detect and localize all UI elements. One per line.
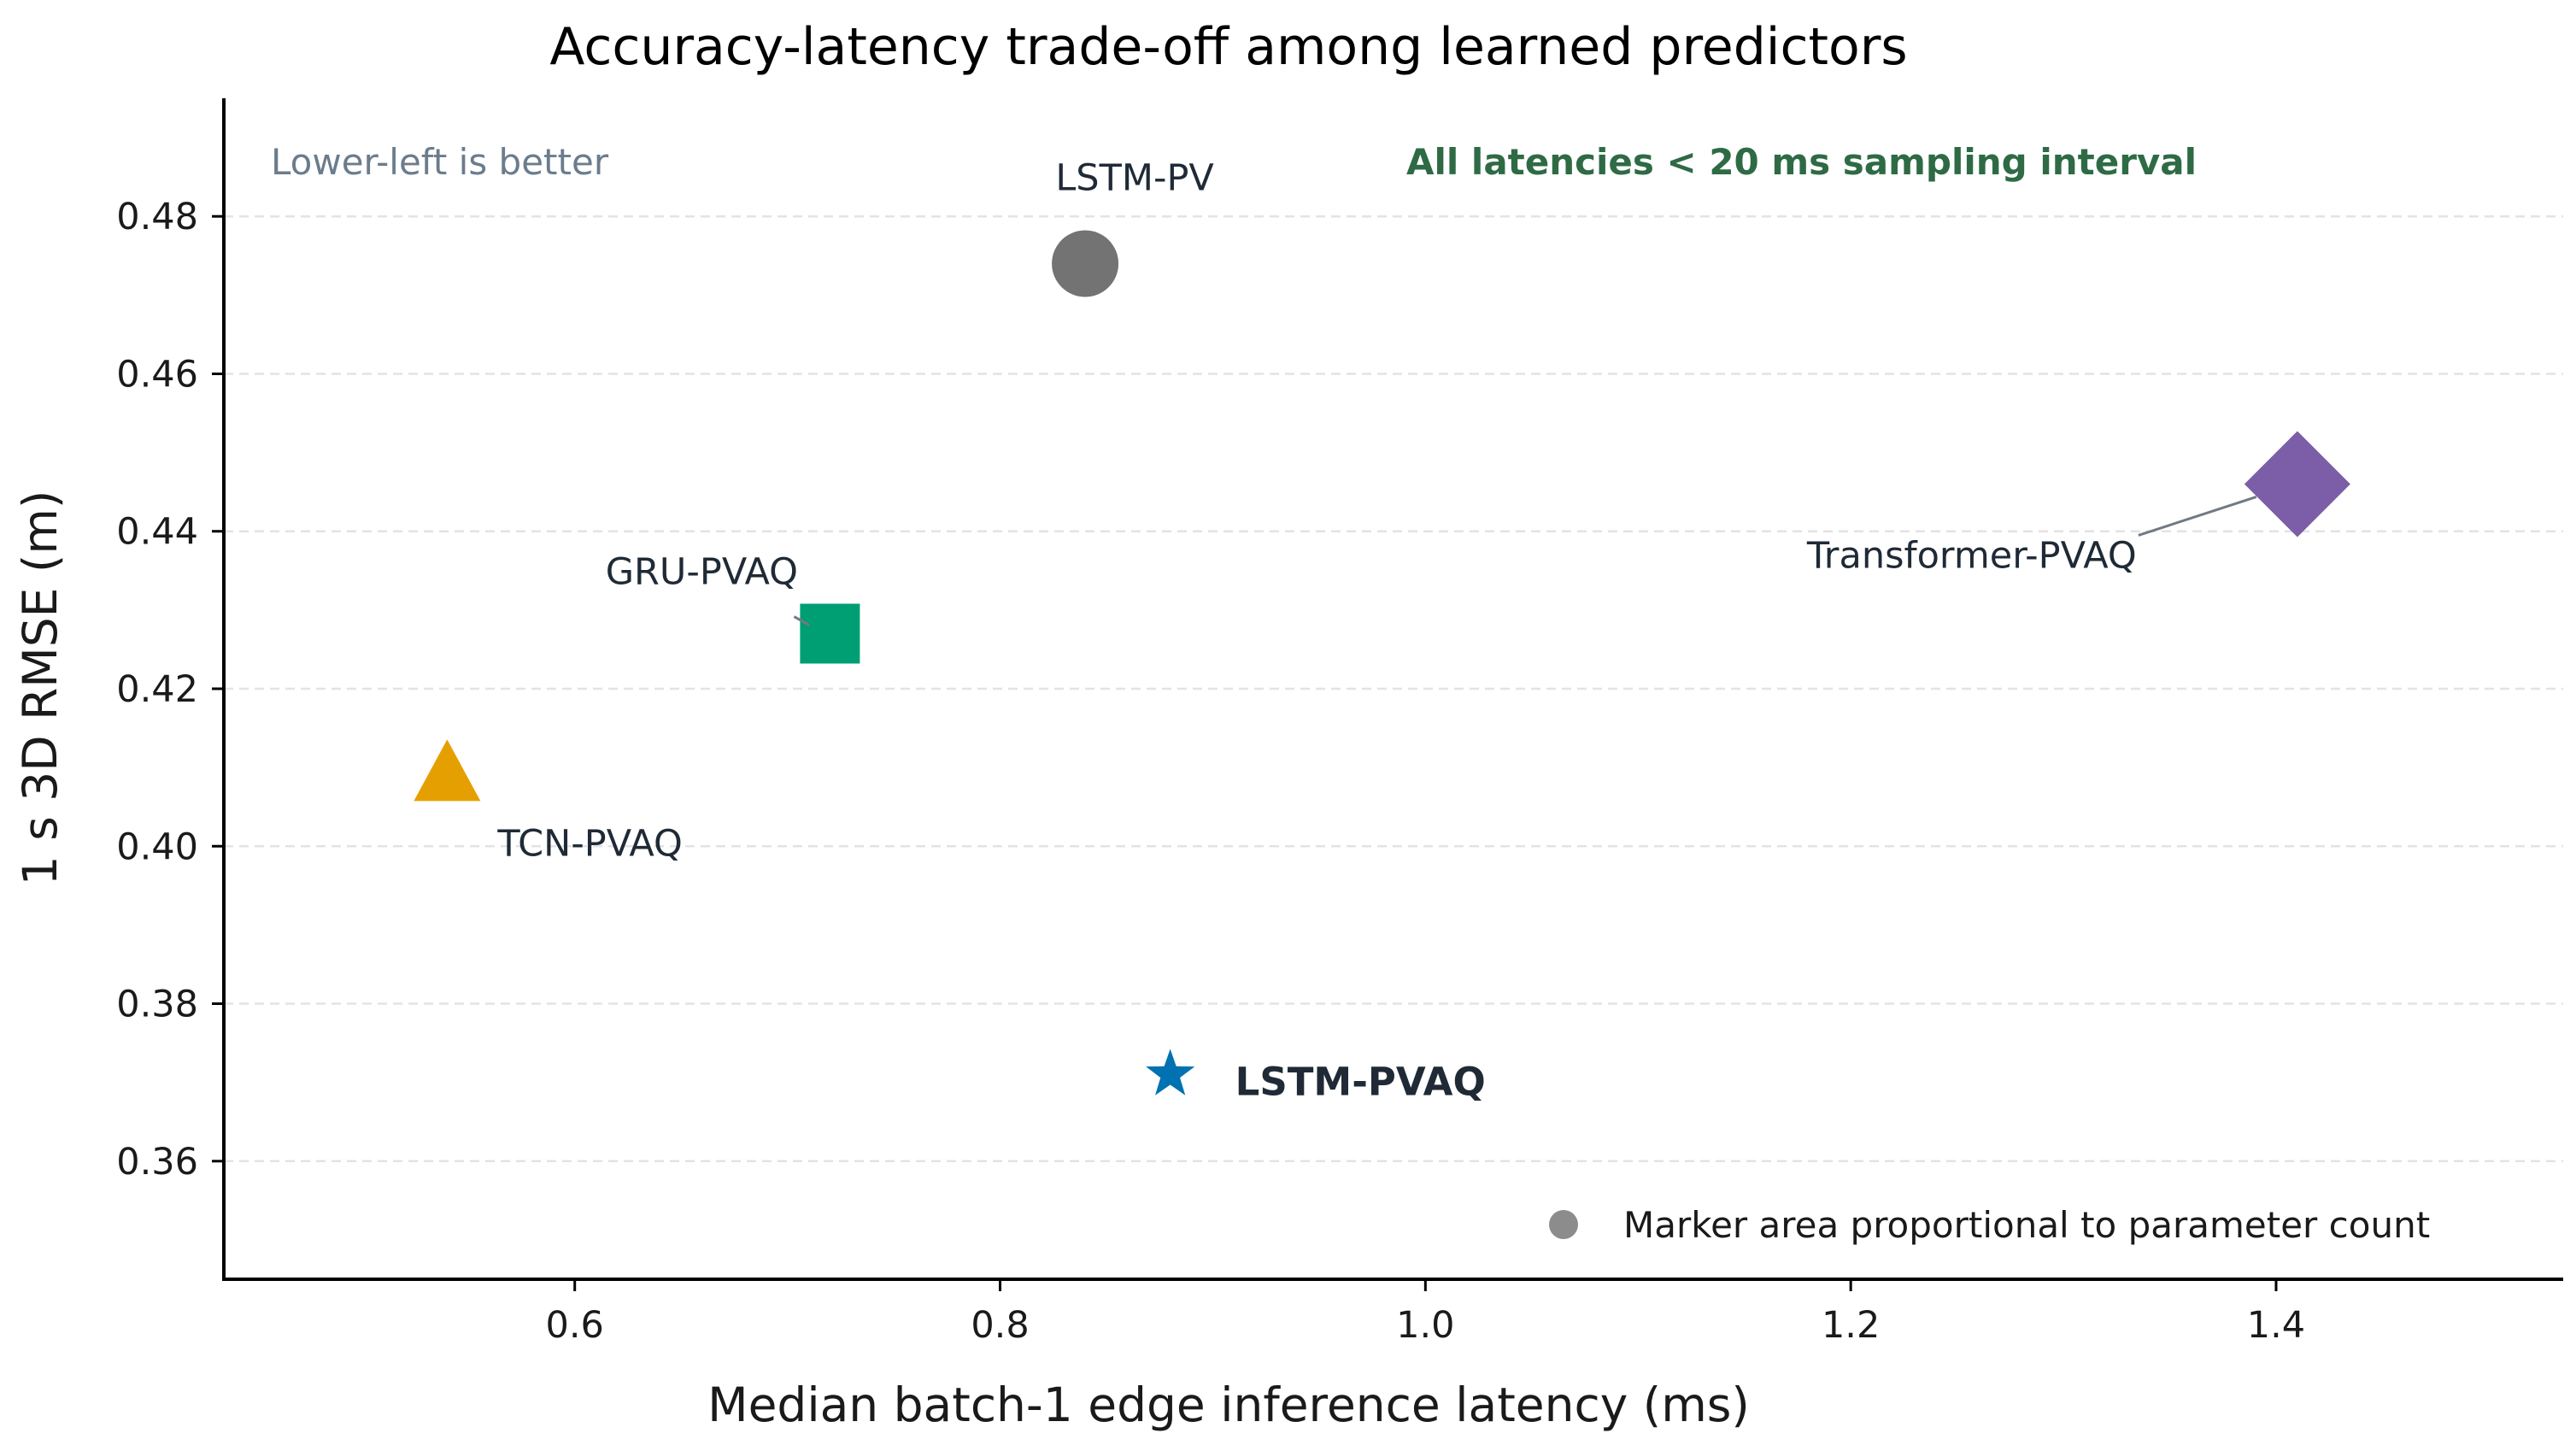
point-label-transformer-pvaq: Transformer-PVAQ bbox=[1806, 534, 2137, 577]
y-tick-label-0.42: 0.42 bbox=[116, 668, 198, 711]
x-tick-label-1.0: 1.0 bbox=[1396, 1304, 1454, 1347]
y-axis-label: 1 s 3D RMSE (m) bbox=[13, 491, 67, 886]
y-tick-label-0.48: 0.48 bbox=[116, 196, 198, 238]
leader-line-transformer-pvaq bbox=[2138, 496, 2257, 537]
point-label-lstm-pv: LSTM-PV bbox=[1055, 156, 1214, 199]
x-tick-label-0.8: 0.8 bbox=[971, 1304, 1029, 1347]
point-marker-transformer-pvaq bbox=[2244, 431, 2350, 538]
x-ticks: 0.6 0.8 1.0 1.2 1.4 bbox=[546, 1279, 2305, 1347]
grid-lines bbox=[224, 214, 2563, 1163]
leader-line-gru-pvaq bbox=[793, 615, 811, 626]
annotation-latency-interval: All latencies < 20 ms sampling interval bbox=[1406, 141, 2197, 183]
y-ticks: 0.36 0.38 0.40 0.42 0.44 0.46 0.48 bbox=[116, 196, 224, 1184]
chart-title: Accuracy-latency trade-off among learned… bbox=[549, 17, 1907, 77]
x-tick-label-1.4: 1.4 bbox=[2247, 1304, 2305, 1347]
legend-marker-circle bbox=[1549, 1210, 1578, 1239]
point-marker-tcn-pvaq bbox=[414, 739, 481, 802]
point-marker-lstm-pvaq bbox=[1146, 1049, 1195, 1096]
legend-text: Marker area proportional to parameter co… bbox=[1623, 1204, 2430, 1246]
point-label-tcn-pvaq: TCN-PVAQ bbox=[496, 822, 683, 865]
x-tick-label-1.2: 1.2 bbox=[1822, 1304, 1880, 1347]
y-tick-label-0.44: 0.44 bbox=[116, 511, 198, 554]
legend: Marker area proportional to parameter co… bbox=[1549, 1204, 2430, 1246]
point-labels: LSTM-PV GRU-PVAQ TCN-PVAQ Transformer-PVAQ L… bbox=[496, 156, 2257, 1104]
data-points bbox=[414, 230, 2350, 1096]
point-label-lstm-pvaq: LSTM-PVAQ bbox=[1235, 1059, 1486, 1104]
y-tick-label-0.46: 0.46 bbox=[116, 353, 198, 396]
y-tick-label-0.38: 0.38 bbox=[116, 984, 198, 1026]
annotation-lower-left-better: Lower-left is better bbox=[271, 141, 609, 183]
point-marker-gru-pvaq bbox=[800, 603, 860, 664]
x-tick-label-0.6: 0.6 bbox=[546, 1304, 604, 1347]
point-label-gru-pvaq: GRU-PVAQ bbox=[606, 551, 798, 594]
point-marker-lstm-pv bbox=[1052, 230, 1119, 297]
x-axis-label: Median batch-1 edge inference latency (m… bbox=[707, 1378, 1750, 1432]
y-tick-label-0.40: 0.40 bbox=[116, 825, 198, 868]
y-tick-label-0.36: 0.36 bbox=[116, 1141, 198, 1184]
